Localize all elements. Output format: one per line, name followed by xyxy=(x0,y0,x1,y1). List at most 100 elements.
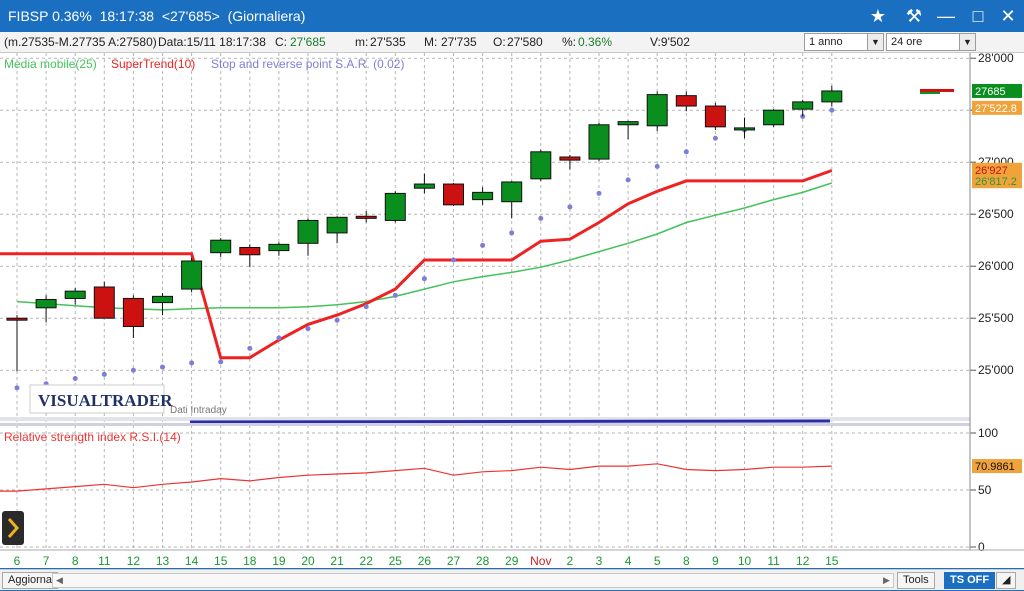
resize-grip-icon[interactable]: ◢ xyxy=(996,572,1016,589)
sar-point xyxy=(14,385,20,391)
x-axis-label: 11 xyxy=(767,554,780,568)
x-axis-label: 2 xyxy=(567,554,574,568)
candle-body-up xyxy=(646,94,668,127)
x-axis-label: 27 xyxy=(447,554,461,568)
window-title: FIBSP 0.36% 18:17:38 <27'685> (Giornalie… xyxy=(8,8,306,24)
chart-area[interactable]: 28'00027'50027'00026'50026'00025'50025'0… xyxy=(0,51,1024,568)
sar-point xyxy=(654,163,660,169)
side-nav-button[interactable] xyxy=(2,511,24,545)
price-tag-text: 26'817.2 xyxy=(975,176,1017,188)
candle xyxy=(734,117,755,139)
timeframe-select[interactable]: 24 ore ▼ xyxy=(886,33,976,51)
candle-body-up xyxy=(588,124,610,160)
candle-body-down xyxy=(6,317,28,321)
candle xyxy=(181,257,203,293)
candle xyxy=(559,154,581,170)
pct-label: %: xyxy=(562,35,577,49)
pct-value: 0.36% xyxy=(578,35,613,49)
timeframe-select-value: 24 ore xyxy=(891,36,923,48)
legend-ma: Media mobile(25) xyxy=(4,57,97,71)
candle-body-up xyxy=(763,109,785,126)
star-icon[interactable]: ★ xyxy=(869,6,887,26)
maximize-icon[interactable]: □ xyxy=(972,6,984,26)
chevron-down-icon[interactable]: ▼ xyxy=(959,34,975,50)
scroll-right-icon[interactable]: ▶ xyxy=(883,575,890,585)
sar-point xyxy=(829,107,835,113)
candle xyxy=(617,120,639,140)
candle-body-down xyxy=(355,215,377,219)
candle-body-up xyxy=(530,151,552,180)
candle-body-up xyxy=(472,191,494,201)
price-tag-text: 26'927 xyxy=(975,165,1008,177)
candle-body-up xyxy=(326,216,348,234)
sar-point xyxy=(334,317,340,323)
candle xyxy=(268,242,290,256)
ts-off-button[interactable]: TS OFF xyxy=(944,572,996,589)
candle xyxy=(239,244,261,268)
candle xyxy=(6,315,28,372)
x-axis-label: 14 xyxy=(185,554,199,568)
rsi-line xyxy=(16,463,832,492)
sar-point xyxy=(101,371,107,377)
candle-body-up xyxy=(384,192,406,221)
sar-point xyxy=(683,149,689,155)
price-tag-bg xyxy=(972,83,1022,98)
x-axis-label: 4 xyxy=(625,554,632,568)
candle xyxy=(384,191,406,223)
price-chart-svg[interactable]: 28'00027'50027'00026'50026'00025'50025'0… xyxy=(0,51,1024,568)
price-tag-bg xyxy=(972,100,1022,115)
sar-point xyxy=(247,345,253,351)
info-bar: (m.27535-M.27735 A:27580) Data:15/11 18:… xyxy=(0,32,1024,53)
price-tag-text: 27685 xyxy=(975,86,1006,98)
minimize-icon[interactable]: — xyxy=(937,6,955,26)
sar-point xyxy=(712,135,718,141)
last-price-marker xyxy=(920,91,940,94)
x-axis-label: 9 xyxy=(712,554,719,568)
x-axis-label: 7 xyxy=(43,554,50,568)
open-value: 27'580 xyxy=(507,35,543,49)
legend-supertrend: SuperTrend(10) xyxy=(111,57,195,71)
side-nav-bg xyxy=(2,511,24,545)
volume-text: V:9'502 xyxy=(650,35,690,49)
rsi-tag-text: 70.9861 xyxy=(975,461,1015,473)
x-axis-label: 26 xyxy=(418,554,432,568)
candle-body-up xyxy=(821,90,843,103)
price-tag-bg xyxy=(972,162,1022,177)
candle xyxy=(588,122,610,162)
candle-body-up xyxy=(268,243,290,252)
panel-separator xyxy=(0,423,970,426)
candle xyxy=(355,211,377,223)
candle xyxy=(704,102,726,130)
candle xyxy=(675,91,697,112)
candle xyxy=(152,293,173,316)
chevron-down-icon[interactable]: ▼ xyxy=(867,34,883,50)
hammer-icon[interactable]: ⚒ xyxy=(905,6,923,26)
scroll-left-icon[interactable]: ◀ xyxy=(56,575,63,585)
sar-point xyxy=(421,276,427,282)
candle-body-up xyxy=(152,295,173,304)
period-select[interactable]: 1 anno ▼ xyxy=(804,33,884,51)
max-value: 27'735 xyxy=(441,35,477,49)
x-axis-label: Nov xyxy=(530,554,551,568)
close-icon[interactable]: ✕ xyxy=(1000,6,1016,26)
price-axis-label: 28'000 xyxy=(978,53,1014,65)
x-axis-label: 12 xyxy=(796,554,810,568)
x-axis-label: 12 xyxy=(127,554,141,568)
x-axis-label: 8 xyxy=(72,554,79,568)
candle xyxy=(64,288,86,305)
x-axis-label: 13 xyxy=(156,554,170,568)
x-axis-label: 18 xyxy=(243,554,257,568)
refresh-button[interactable]: Aggiorna xyxy=(2,572,59,589)
range-text: (m.27535-M.27735 A:27580) xyxy=(4,35,157,49)
x-axis-label: 19 xyxy=(272,554,286,568)
data-note: Dati Intraday xyxy=(170,405,227,416)
candle xyxy=(93,281,115,319)
horizontal-scrollbar[interactable]: ◀ ▶ xyxy=(52,573,894,588)
tools-button[interactable]: Tools xyxy=(897,572,935,589)
last-price-marker xyxy=(920,88,954,92)
sar-point xyxy=(276,335,282,341)
sar-point xyxy=(538,215,544,221)
candle xyxy=(501,180,523,219)
rsi-label: Relative strength index R.S.I.(14) xyxy=(4,430,181,444)
sar-point xyxy=(218,359,224,365)
